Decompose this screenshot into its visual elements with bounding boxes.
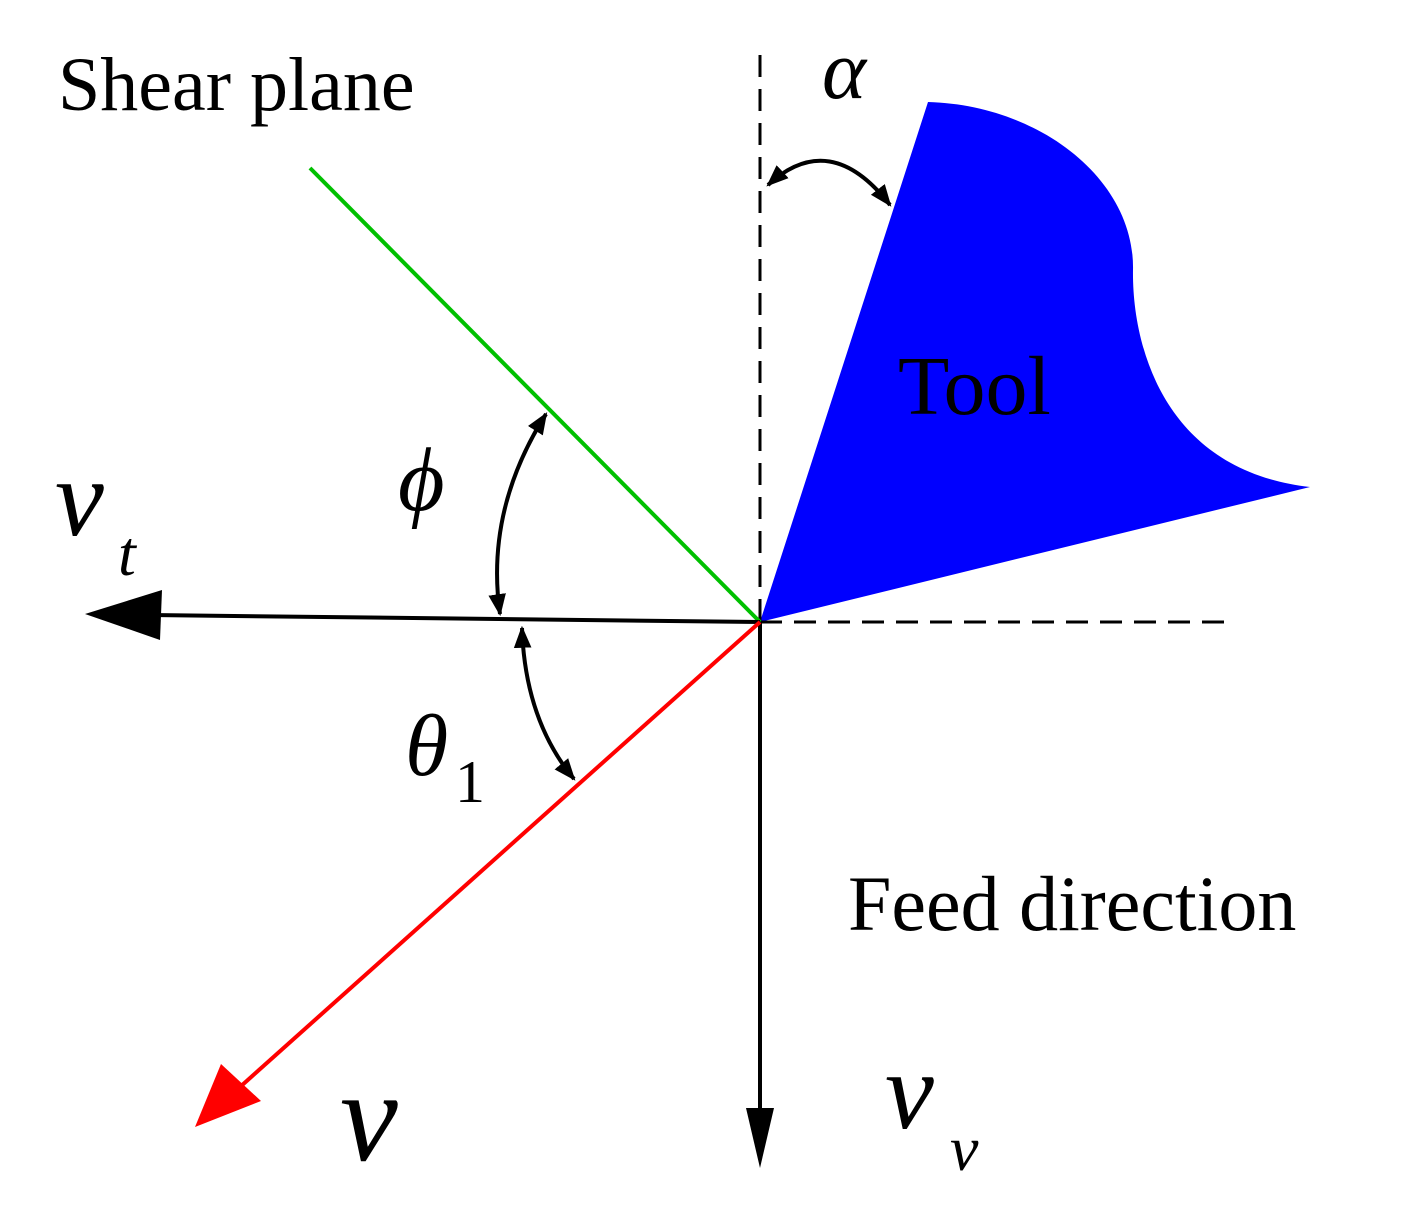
alpha-angle-arc (766, 158, 892, 207)
shear-plane-label: Shear plane (58, 43, 415, 127)
phi-label: ϕ (398, 431, 445, 530)
vt-arrowhead (85, 590, 162, 640)
vv-label: v (885, 1030, 934, 1152)
theta-angle-arc (513, 625, 576, 781)
vt-label: v (55, 437, 104, 559)
vv-subscript: v (950, 1113, 979, 1184)
theta-label: θ (405, 698, 448, 795)
alpha-label: α (822, 24, 868, 117)
theta-subscript: 1 (455, 749, 485, 815)
vv-arrowhead (746, 1108, 774, 1168)
v-arrow-line (238, 620, 762, 1089)
tool-label: Tool (898, 340, 1051, 433)
shear-plane-line (308, 166, 762, 624)
phi-angle-arc (488, 412, 548, 617)
tool-shape (760, 102, 1310, 622)
vt-subscript: t (118, 518, 138, 589)
v-label: v (340, 1045, 398, 1189)
v-arrowhead (195, 1064, 261, 1127)
vt-arrow-line (149, 613, 761, 624)
feed-direction-label: Feed direction (848, 860, 1296, 947)
